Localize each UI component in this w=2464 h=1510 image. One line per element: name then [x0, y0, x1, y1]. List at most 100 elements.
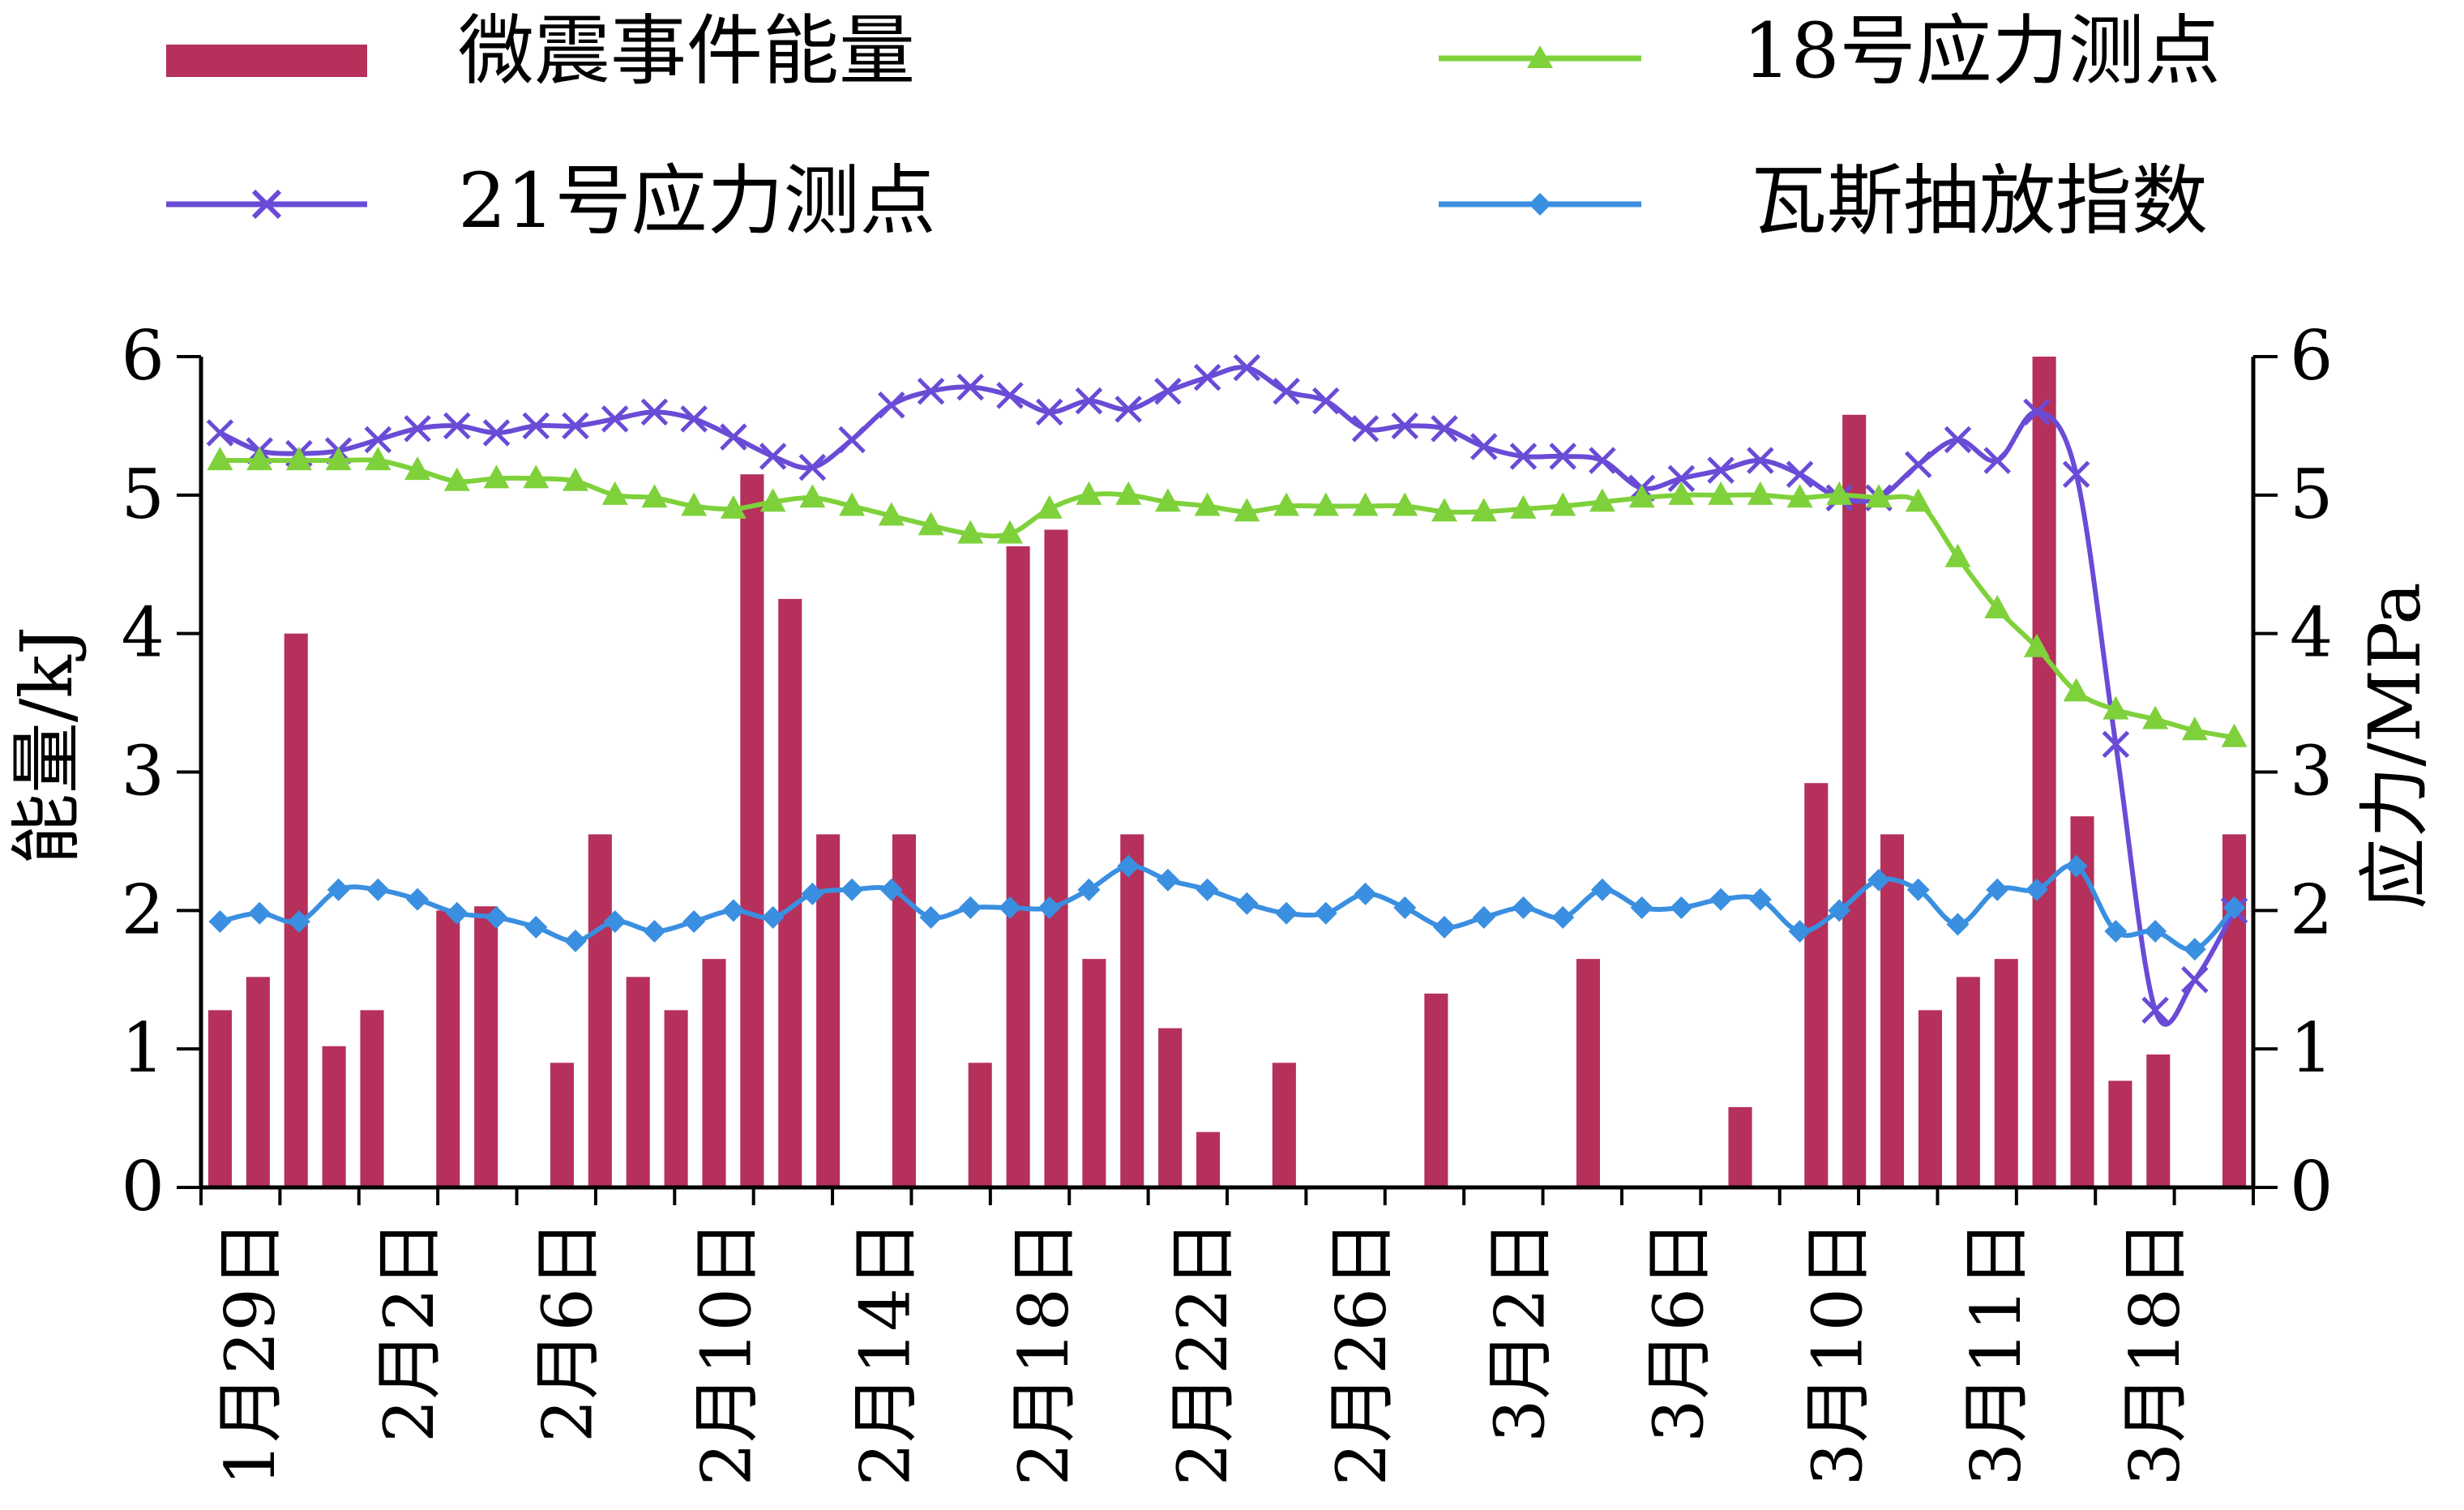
s18-point: [285, 447, 312, 471]
s21-point: [720, 423, 747, 451]
legend: 微震事件能量 18号应力测点 21号应力测点 瓦斯抽放指数: [166, 7, 2221, 246]
energy-bar: [1994, 959, 2018, 1187]
legend-bar-swatch: [166, 45, 367, 77]
x-tick-label: 2月26日: [1322, 1220, 1401, 1486]
s18-point: [483, 464, 510, 489]
energy-bar: [2108, 1080, 2132, 1187]
energy-bar: [1804, 783, 1829, 1187]
s18-point: [562, 467, 588, 491]
energy-bar: [436, 910, 460, 1187]
energy-bar: [360, 1010, 384, 1187]
s21-point: [956, 373, 985, 401]
s21-point: [1312, 387, 1340, 415]
s21-point: [1035, 398, 1063, 426]
s18-point: [1984, 594, 2011, 618]
s18-point: [601, 481, 628, 505]
s18-point: [1589, 488, 1615, 512]
gas-point: [1117, 854, 1140, 878]
s18-point: [878, 502, 905, 526]
s21-point: [1233, 353, 1261, 382]
legend-s18-label: 18号应力测点: [1743, 7, 2221, 96]
gas-point: [1748, 888, 1772, 911]
gas-point: [1590, 878, 1614, 901]
s18-point: [799, 484, 826, 508]
s21-point: [404, 415, 431, 443]
s18-point: [1194, 492, 1221, 516]
y-tick-label-right: 3: [2290, 732, 2333, 811]
s18-point: [2221, 723, 2248, 747]
energy-bar: [1120, 834, 1144, 1187]
s18-point: [325, 447, 352, 471]
s21-point: [759, 443, 787, 470]
s18-point: [1708, 481, 1735, 505]
energy-bar: [740, 474, 764, 1187]
s21-point: [1786, 460, 1814, 488]
s21-point: [1193, 363, 1221, 391]
x-tick-label: 2月6日: [528, 1220, 608, 1443]
s18-point: [404, 456, 431, 481]
s18-point: [1392, 492, 1418, 516]
s18-point: [365, 447, 391, 471]
y-tick-label-right: 5: [2290, 455, 2333, 534]
gas-point: [1472, 905, 1495, 929]
energy-bar: [207, 1010, 232, 1187]
s21-point: [1667, 464, 1696, 493]
energy-bar: [1272, 1063, 1296, 1187]
energy-bar: [474, 906, 498, 1187]
s21-point: [996, 382, 1024, 409]
gas-point: [1354, 882, 1377, 905]
s18-point: [207, 447, 233, 471]
s18-point: [1470, 498, 1497, 522]
x-tick-label: 1月29日: [211, 1220, 290, 1486]
gas-point: [998, 896, 1021, 919]
gas-point: [643, 919, 666, 943]
s18-point: [443, 467, 470, 491]
energy-bar: [1158, 1028, 1183, 1187]
s21-point: [1273, 377, 1300, 405]
gas-point: [721, 899, 745, 922]
s21-point: [1391, 412, 1419, 440]
s21-point: [601, 405, 629, 433]
s18-point: [2023, 633, 2050, 657]
gas-point: [1788, 919, 1812, 943]
s18-point: [1115, 481, 1142, 505]
s18-point: [2103, 695, 2129, 720]
s21-point: [1549, 443, 1576, 470]
gas-point: [2144, 919, 2167, 943]
energy-bar: [1728, 1106, 1752, 1187]
y-tick-label-left: 6: [122, 316, 165, 396]
energy-bar: [1424, 993, 1448, 1187]
s21-point: [1707, 456, 1735, 484]
s21-point: [1469, 433, 1498, 460]
s18-point: [1905, 488, 1931, 512]
s21-point: [917, 377, 945, 405]
gas-point: [1433, 915, 1457, 939]
s21-point: [206, 419, 234, 447]
s18-point: [1550, 492, 1576, 516]
x-tick-label: 2月2日: [370, 1220, 449, 1443]
gas-point: [248, 901, 272, 925]
s18-point: [1826, 481, 1853, 505]
s18-point: [2142, 705, 2169, 729]
s18-point: [1786, 484, 1813, 508]
gas-point: [327, 878, 350, 901]
energy-bar: [968, 1063, 992, 1187]
gas-point: [2025, 878, 2048, 901]
y-tick-label-left: 4: [122, 593, 165, 673]
y-tick-label-left: 3: [122, 732, 165, 811]
s21-point: [1944, 426, 1972, 454]
legend-gas-label: 瓦斯抽放指数: [1751, 157, 2208, 246]
energy-bar: [1196, 1131, 1221, 1187]
s21-point: [1509, 443, 1538, 470]
s21-point: [2141, 996, 2169, 1024]
y-tick-label-right: 1: [2290, 1008, 2333, 1088]
gas-point: [287, 910, 310, 933]
gas-point: [1828, 899, 1851, 922]
energy-bar: [2222, 834, 2247, 1187]
gas-point: [1275, 901, 1298, 925]
gas-point: [1670, 896, 1693, 919]
gas-point: [1946, 913, 1970, 936]
energy-bar: [664, 1010, 688, 1187]
s21-point: [1431, 415, 1458, 443]
s21-point: [522, 412, 550, 440]
